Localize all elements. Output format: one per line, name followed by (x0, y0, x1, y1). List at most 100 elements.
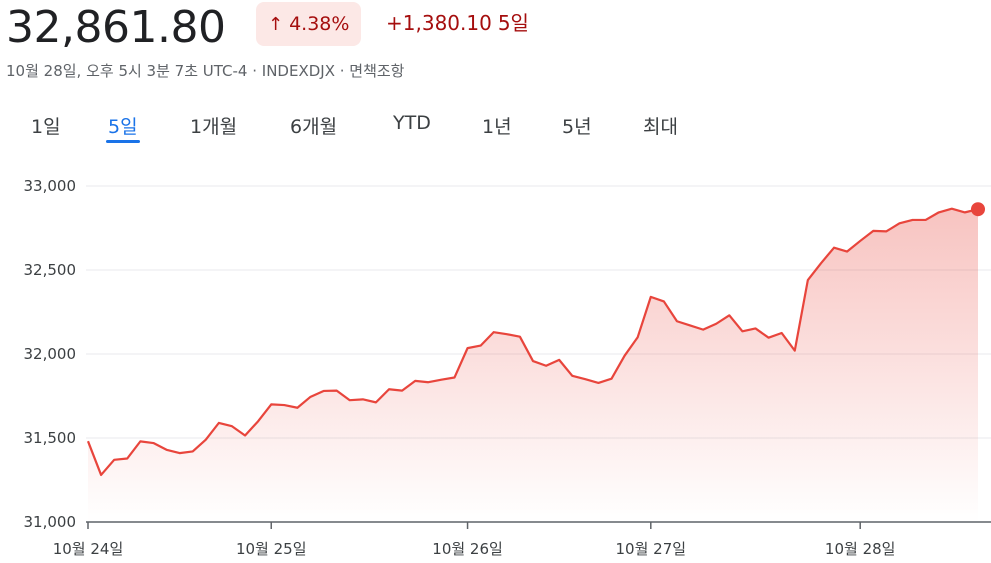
x-axis: 10월 24일 10월 25일 10월 26일 10월 27일 10월 28일 (53, 522, 896, 558)
data-point (793, 349, 797, 353)
data-point (191, 449, 195, 453)
data-point (322, 389, 326, 393)
data-point (767, 336, 771, 340)
data-point (348, 398, 352, 402)
data-point (217, 421, 221, 425)
change-percent-badge: ↑ 4.38% (256, 2, 362, 46)
data-point (714, 322, 718, 326)
y-tick-label: 31,000 (24, 513, 77, 531)
data-point (138, 439, 142, 443)
data-point (884, 229, 888, 233)
data-point (845, 250, 849, 254)
data-point (675, 319, 679, 323)
data-point (269, 402, 273, 406)
data-point (86, 439, 90, 443)
tab-ytd[interactable]: YTD (393, 112, 431, 134)
data-point (819, 261, 823, 265)
data-point (178, 451, 182, 455)
current-price: 32,861.80 (6, 2, 226, 53)
quote-meta: 10월 28일, 오후 5시 3분 7초 UTC-4 · INDEXDJX · … (6, 62, 405, 80)
data-point (688, 323, 692, 327)
data-point (544, 364, 548, 368)
data-point (701, 328, 705, 332)
data-point (570, 374, 574, 378)
data-point (361, 397, 365, 401)
data-point (596, 381, 600, 385)
data-point (858, 239, 862, 243)
data-point (387, 387, 391, 391)
y-tick-label: 32,500 (24, 261, 77, 279)
price-area-fill (88, 208, 978, 522)
current-price-marker (971, 202, 985, 217)
tab-5y[interactable]: 5년 (562, 116, 592, 138)
data-point (950, 207, 954, 211)
tab-1m[interactable]: 1개월 (190, 116, 238, 138)
data-point (924, 218, 928, 222)
data-point (649, 295, 653, 299)
price-line (86, 207, 979, 477)
y-tick-label: 32,000 (24, 345, 77, 363)
data-point (479, 344, 483, 348)
data-point (531, 359, 535, 363)
data-point (662, 299, 666, 303)
data-point (780, 331, 784, 335)
change-absolute-block: +1,380.10 5일 (386, 8, 529, 38)
data-point (282, 403, 286, 407)
data-point (832, 246, 836, 250)
data-point (466, 346, 470, 350)
data-point (99, 473, 103, 477)
data-point (309, 395, 313, 399)
data-point (112, 458, 116, 462)
data-point (204, 438, 208, 442)
tab-6m[interactable]: 6개월 (290, 116, 338, 138)
data-point (727, 313, 731, 317)
tab-1y[interactable]: 1년 (482, 116, 512, 138)
x-tick-label: 10월 24일 (53, 540, 124, 558)
change-period: 5일 (497, 11, 529, 35)
data-point (806, 278, 810, 282)
data-point (335, 389, 339, 393)
y-tick-label: 33,000 (24, 177, 77, 195)
data-point (557, 358, 561, 362)
data-point (518, 335, 522, 339)
x-tick-label: 10월 26일 (432, 540, 503, 558)
x-tick-label: 10월 25일 (236, 540, 307, 558)
data-point (911, 218, 915, 222)
tab-5d[interactable]: 5일 (106, 112, 140, 143)
x-tick-label: 10월 28일 (825, 540, 896, 558)
data-point (623, 354, 627, 358)
range-tabs: 1일 5일 1개월 6개월 YTD 1년 5년 최대 (0, 108, 760, 144)
data-point (636, 335, 640, 339)
data-point (963, 210, 967, 214)
data-point (897, 221, 901, 225)
arrow-up-icon: ↑ (268, 13, 284, 35)
data-point (295, 406, 299, 410)
data-point (583, 377, 587, 381)
y-axis-labels: 31,000 31,500 32,000 32,500 33,000 (24, 177, 77, 531)
data-point (610, 377, 614, 381)
data-point (740, 329, 744, 333)
change-absolute: +1,380.10 (386, 11, 492, 35)
data-point (492, 330, 496, 334)
data-point (374, 400, 378, 404)
x-tick-label: 10월 27일 (616, 540, 687, 558)
data-point (439, 378, 443, 382)
tab-1d[interactable]: 1일 (31, 116, 61, 138)
data-point (400, 389, 404, 393)
y-tick-label: 31,500 (24, 429, 77, 447)
data-point (165, 448, 169, 452)
data-point (151, 441, 155, 445)
data-point (230, 424, 234, 428)
data-point (452, 376, 456, 380)
data-point (413, 379, 417, 383)
data-point (871, 229, 875, 233)
data-point (937, 210, 941, 214)
tab-max[interactable]: 최대 (643, 116, 678, 138)
change-percent: 4.38% (289, 13, 350, 35)
data-point (243, 433, 247, 437)
data-point (505, 332, 509, 336)
data-point (754, 326, 758, 330)
data-point (426, 380, 430, 384)
data-point (125, 456, 129, 460)
